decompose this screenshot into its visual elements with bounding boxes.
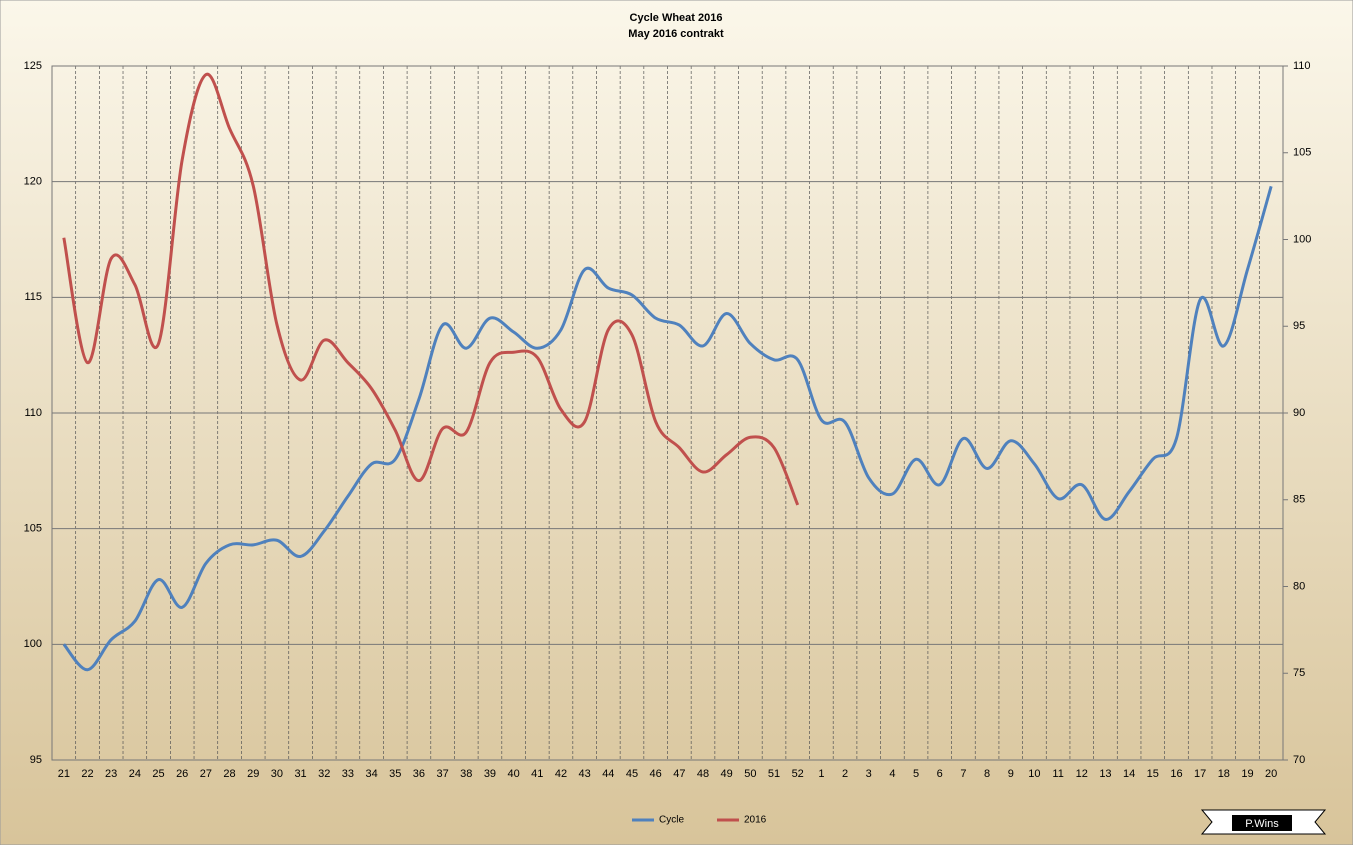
y-tick-label: 110 — [24, 407, 42, 419]
x-tick-label: 25 — [152, 768, 164, 780]
x-tick-label: 30 — [271, 768, 283, 780]
plot-border — [51, 65, 1284, 761]
series-line — [62, 185, 1273, 672]
x-tick-label: 47 — [673, 768, 685, 780]
x-tick-label: 34 — [365, 768, 377, 780]
y-tick-label: 95 — [30, 754, 42, 766]
y2-tick-label: 85 — [1293, 494, 1305, 506]
x-tick-label: 44 — [602, 768, 614, 780]
x-tick-label: 41 — [531, 768, 543, 780]
x-tick-label: 11 — [1052, 768, 1063, 780]
x-tick-label: 46 — [650, 768, 662, 780]
y2-tick-label: 95 — [1293, 320, 1305, 332]
x-tick-label: 32 — [318, 768, 330, 780]
x-tick-label: 29 — [247, 768, 259, 780]
x-tick-label: 49 — [721, 768, 733, 780]
x-tick-label: 38 — [460, 768, 472, 780]
x-tick-label: 35 — [389, 768, 401, 780]
x-tick-label: 51 — [768, 768, 780, 780]
x-tick-label: 24 — [129, 768, 141, 780]
x-tick-label: 8 — [984, 768, 990, 780]
x-tick-label: 9 — [1008, 768, 1014, 780]
y2-tick-label: 75 — [1293, 667, 1305, 679]
x-tick-label: 13 — [1099, 768, 1111, 780]
x-tick-label: 20 — [1265, 768, 1277, 780]
x-tick-label: 5 — [913, 768, 919, 780]
x-tick-label: 31 — [294, 768, 306, 780]
y2-tick-label: 90 — [1293, 407, 1305, 419]
x-tick-label: 37 — [436, 768, 448, 780]
x-tick-label: 16 — [1170, 768, 1182, 780]
x-tick-label: 17 — [1194, 768, 1206, 780]
y-tick-label: 115 — [24, 291, 42, 303]
y2-tick-label: 80 — [1293, 580, 1305, 592]
x-tick-label: 21 — [58, 768, 70, 780]
x-tick-label: 14 — [1123, 768, 1135, 780]
x-tick-label: 33 — [342, 768, 354, 780]
x-tick-label: 27 — [200, 768, 212, 780]
x-tick-label: 1 — [818, 768, 824, 780]
x-tick-label: 23 — [105, 768, 117, 780]
x-tick-label: 18 — [1218, 768, 1230, 780]
x-tick-label: 4 — [889, 768, 895, 780]
x-tick-label: 48 — [697, 768, 709, 780]
x-tick-label: 42 — [555, 768, 567, 780]
series-line — [62, 73, 800, 506]
x-tick-label: 39 — [484, 768, 496, 780]
x-tick-label: 19 — [1241, 768, 1253, 780]
x-tick-label: 43 — [579, 768, 591, 780]
x-tick-label: 40 — [508, 768, 520, 780]
x-tick-label: 2 — [842, 768, 848, 780]
x-tick-label: 26 — [176, 768, 188, 780]
x-tick-label: 10 — [1028, 768, 1040, 780]
y2-tick-label: 100 — [1293, 233, 1311, 245]
x-tick-label: 28 — [223, 768, 235, 780]
x-tick-label: 3 — [866, 768, 872, 780]
y2-tick-label: 110 — [1293, 60, 1311, 72]
x-tick-label: 52 — [792, 768, 804, 780]
x-tick-label: 15 — [1147, 768, 1159, 780]
chart-subtitle: May 2016 contrakt — [628, 28, 724, 40]
watermark: P.Wins — [1200, 809, 1327, 835]
y-tick-label: 125 — [24, 60, 42, 72]
x-tick-label: 45 — [626, 768, 638, 780]
legend-label: Cycle — [659, 815, 684, 826]
legend-label: 2016 — [744, 815, 767, 826]
y2-tick-label: 105 — [1293, 147, 1311, 159]
chart-title: Cycle Wheat 2016 — [630, 12, 723, 24]
x-tick-label: 6 — [937, 768, 943, 780]
x-tick-label: 50 — [744, 768, 756, 780]
x-tick-label: 22 — [81, 768, 93, 780]
y-tick-label: 120 — [24, 176, 42, 188]
y-tick-label: 105 — [24, 523, 42, 535]
x-tick-label: 7 — [960, 768, 966, 780]
x-tick-label: 36 — [413, 768, 425, 780]
y2-tick-label: 70 — [1293, 754, 1305, 766]
x-tick-label: 12 — [1076, 768, 1088, 780]
y-tick-label: 100 — [24, 638, 42, 650]
watermark-text: P.Wins — [1245, 818, 1279, 830]
